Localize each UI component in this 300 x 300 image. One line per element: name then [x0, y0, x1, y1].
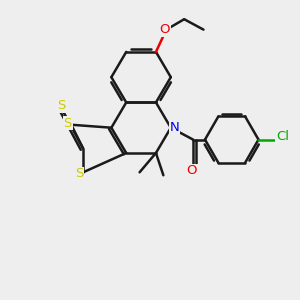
Text: S: S [75, 167, 84, 180]
Text: O: O [160, 23, 170, 36]
Text: S: S [64, 117, 72, 130]
Text: O: O [186, 164, 197, 177]
Text: S: S [57, 99, 65, 112]
Text: N: N [170, 121, 179, 134]
Text: Cl: Cl [276, 130, 289, 143]
